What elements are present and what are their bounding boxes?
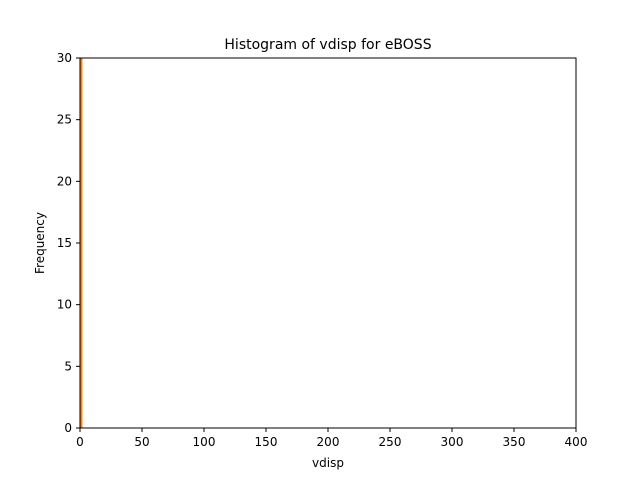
chart-title: Histogram of vdisp for eBOSS bbox=[224, 37, 431, 53]
x-tick-label: 350 bbox=[503, 435, 526, 449]
x-tick-label: 250 bbox=[379, 435, 402, 449]
y-tick-label: 10 bbox=[57, 298, 72, 312]
y-tick-label: 15 bbox=[57, 236, 72, 250]
y-axis-ticks: 0 5 10 15 20 25 30 bbox=[57, 51, 80, 435]
plot-frame bbox=[79, 57, 577, 429]
y-axis-label: Frequency bbox=[33, 212, 47, 274]
x-tick-label: 0 bbox=[76, 435, 84, 449]
x-axis-ticks: 0 50 100 150 200 250 300 350 400 bbox=[76, 428, 587, 449]
y-tick-label: 30 bbox=[57, 51, 72, 65]
x-axis-label: vdisp bbox=[312, 456, 344, 470]
y-tick-label: 0 bbox=[64, 421, 72, 435]
y-tick-label: 20 bbox=[57, 174, 72, 188]
histogram-bar-0 bbox=[80, 58, 83, 428]
bars-group bbox=[80, 58, 83, 428]
x-tick-label: 400 bbox=[565, 435, 588, 449]
y-tick-label: 5 bbox=[64, 359, 72, 373]
y-tick-label: 25 bbox=[57, 113, 72, 127]
x-tick-label: 150 bbox=[255, 435, 278, 449]
x-tick-label: 100 bbox=[193, 435, 216, 449]
x-tick-label: 300 bbox=[441, 435, 464, 449]
x-tick-label: 50 bbox=[134, 435, 149, 449]
x-tick-label: 200 bbox=[317, 435, 340, 449]
